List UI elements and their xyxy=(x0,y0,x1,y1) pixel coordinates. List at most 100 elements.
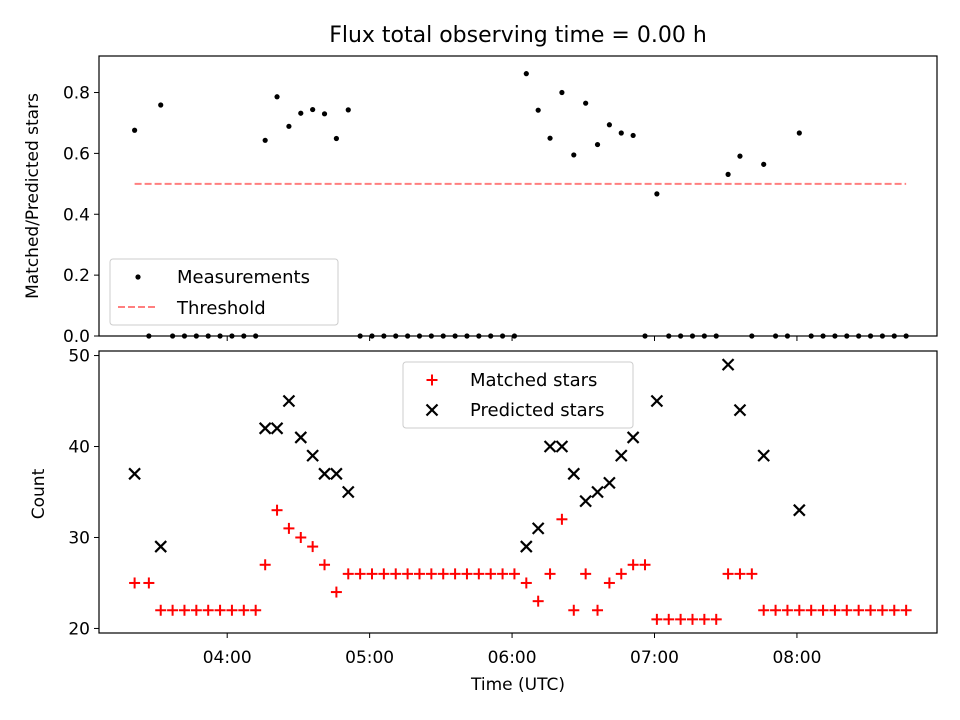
bottom-x-axis: 04:00 05:00 06:00 07:00 08:00 xyxy=(203,633,821,668)
predicted-star-point-7-b xyxy=(318,467,331,481)
matched-star-point-52 xyxy=(746,568,758,580)
legend-measurements-label: Measurements xyxy=(177,267,310,288)
legend-matched-stars-label: Matched stars xyxy=(470,370,597,391)
matched-star-point-55 xyxy=(781,604,793,616)
predicted-star-point-4-b xyxy=(282,394,296,408)
matched-star-point-33 xyxy=(520,577,532,589)
matched-star-point-11 xyxy=(259,559,271,571)
bottom-y-axis: 20 30 40 50 xyxy=(68,347,99,639)
top-y-axis-label: Matched/Predicted stars xyxy=(23,93,43,299)
matched-star-point-1 xyxy=(143,577,155,589)
measurement-point-12 xyxy=(274,94,280,100)
predicted-star-point-10 xyxy=(520,540,533,553)
matched-star-point-56 xyxy=(793,604,805,616)
predicted-star-point-22-b xyxy=(733,403,747,417)
predicted-star-point-16-b xyxy=(591,485,604,499)
measurement-point-14 xyxy=(298,110,304,116)
matched-star-point-28 xyxy=(461,568,473,580)
matched-star-point-14 xyxy=(295,531,307,543)
measurement-point-35 xyxy=(547,135,553,141)
matched-star-point-30 xyxy=(485,568,497,580)
matched-star-point-45 xyxy=(663,613,675,625)
matched-star-point-44 xyxy=(651,613,663,625)
top-y-tick-label: 0.0 xyxy=(63,327,90,347)
matched-star-point-49 xyxy=(710,613,722,625)
legend-plus xyxy=(426,374,438,386)
matched-star-point-3 xyxy=(167,604,179,616)
predicted-star-point-7 xyxy=(318,467,331,481)
measurement-point-50 xyxy=(725,171,731,177)
bottom-y-tick-label: 30 xyxy=(68,528,90,548)
legend-matched-stars-marker xyxy=(426,374,438,386)
matched-star-point-16 xyxy=(319,559,331,571)
matched-star-point-21 xyxy=(378,568,390,580)
predicted-star-point-0 xyxy=(128,467,141,481)
matched-star-point-9 xyxy=(238,604,250,616)
predicted-star-point-12 xyxy=(543,440,557,453)
bottom-legend: Matched stars Predicted stars xyxy=(402,361,634,429)
measurement-point-36 xyxy=(559,89,565,96)
matched-star-point-48 xyxy=(698,613,710,625)
matched-star-point-25 xyxy=(425,568,437,580)
matched-star-point-43 xyxy=(639,559,651,571)
top-y-tick-label: 0.6 xyxy=(63,144,90,164)
matched-star-point-37 xyxy=(568,604,580,616)
predicted-star-point-22 xyxy=(733,403,747,417)
matched-star-point-38 xyxy=(580,568,592,580)
bottom-plot-area xyxy=(128,358,912,625)
matched-star-point-7 xyxy=(214,604,226,616)
top-legend: Measurements Threshold xyxy=(109,258,339,326)
predicted-star-point-4 xyxy=(282,394,296,408)
predicted-star-point-1-b xyxy=(154,540,168,553)
matched-star-point-46 xyxy=(675,613,687,625)
measurement-point-17 xyxy=(333,135,339,142)
matched-star-point-59 xyxy=(829,604,841,616)
matched-star-point-36 xyxy=(556,513,568,525)
measurement-point-53 xyxy=(761,161,767,167)
bottom-x-axis-label: Time (UTC) xyxy=(470,675,565,695)
matched-star-point-41 xyxy=(615,568,627,580)
matched-star-point-40 xyxy=(603,577,615,589)
legend-measurements-marker xyxy=(135,274,141,280)
bottom-x-tick-label: 08:00 xyxy=(772,648,821,668)
predicted-star-point-18-b xyxy=(614,449,628,462)
predicted-star-point-2-b xyxy=(258,422,272,435)
bottom-panel: 20 30 40 50 04:00 05:00 06:00 07:00 08:00 Count… xyxy=(29,347,938,695)
top-y-tick-label: 0.8 xyxy=(63,84,90,104)
measurement-point-56 xyxy=(796,130,802,136)
top-legend-box xyxy=(109,258,339,326)
measurement-point-33 xyxy=(523,71,529,77)
matched-star-point-8 xyxy=(226,604,238,616)
chart-title: Flux total observing time = 0.00 h xyxy=(329,23,707,48)
measurement-point-42 xyxy=(630,132,636,139)
matched-star-point-10 xyxy=(250,604,262,616)
measurement-point-39 xyxy=(594,141,601,148)
predicted-star-point-9 xyxy=(341,485,355,499)
bottom-x-tick-label: 04:00 xyxy=(203,648,252,668)
predicted-star-point-6-b xyxy=(306,449,319,462)
matched-star-point-42 xyxy=(627,559,639,571)
bottom-legend-box xyxy=(402,361,634,429)
matched-star-point-31 xyxy=(497,568,509,580)
bottom-x-tick-label: 05:00 xyxy=(345,648,394,668)
matched-star-point-47 xyxy=(686,613,698,625)
matched-star-point-2 xyxy=(155,604,167,616)
predicted-star-point-19 xyxy=(626,431,640,444)
matched-star-point-65 xyxy=(900,604,912,616)
predicted-star-point-14 xyxy=(567,467,581,481)
bottom-y-tick-label: 40 xyxy=(68,438,90,458)
predicted-star-point-2 xyxy=(258,422,272,435)
matched-star-point-24 xyxy=(413,568,425,580)
predicted-star-point-8 xyxy=(330,467,343,481)
bottom-axes-frame xyxy=(98,350,938,634)
matched-star-point-58 xyxy=(817,604,829,616)
top-x-axis xyxy=(226,336,798,341)
predicted-star-point-21 xyxy=(721,358,735,371)
matched-star-point-63 xyxy=(876,604,888,616)
matched-star-point-54 xyxy=(770,604,782,616)
matched-star-point-35 xyxy=(544,568,556,580)
legend-cross xyxy=(425,403,439,417)
matched-star-point-50 xyxy=(722,568,734,580)
top-y-tick-label: 0.2 xyxy=(63,266,90,286)
predicted-star-point-15-b xyxy=(579,494,592,508)
